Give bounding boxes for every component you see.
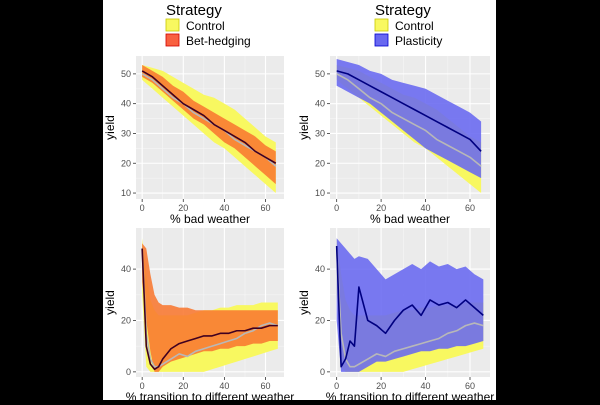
mean-line-control xyxy=(141,248,279,368)
y-axis-title: yield xyxy=(103,290,117,315)
y-tick-label: 0 xyxy=(320,367,325,377)
panel-top-right: 10 20 30 40 50 0 20 40 60 % bad weather yield xyxy=(297,56,490,226)
x-tick-label: 40 xyxy=(421,381,431,391)
figure: Strategy Control Bet-hedging Strategy Co… xyxy=(103,0,496,404)
y-tick-label: 40 xyxy=(121,264,131,274)
panel-bottom-right: 0 20 40 0 20 40 60% transition to different we… xyxy=(297,228,495,404)
legend-swatch-control xyxy=(165,18,180,32)
mean-line-control xyxy=(336,73,482,167)
y-axis-title: yield xyxy=(103,115,117,140)
mean-line-bet-hedging xyxy=(141,70,277,164)
mean-line-plasticity xyxy=(336,70,482,152)
legend-label-control: Control xyxy=(186,19,225,33)
x-tick-label: 0 xyxy=(140,203,145,213)
x-tick-label: 20 xyxy=(178,381,188,391)
legend-title: Strategy xyxy=(375,2,431,19)
legend-swatch-bet-hedging xyxy=(165,33,180,47)
y-tick-label: 40 xyxy=(121,99,131,109)
x-tick-label: 60 xyxy=(465,203,475,213)
y-tick-label: 10 xyxy=(315,188,325,198)
x-tick-label: 20 xyxy=(178,203,188,213)
legend-title: Strategy xyxy=(166,2,222,19)
x-tick-label: 40 xyxy=(219,203,229,213)
ribbon-bet-hedging xyxy=(142,243,278,372)
y-axis-title: yield xyxy=(297,290,311,315)
ribbon-plasticity xyxy=(336,58,482,179)
y-tick-label: 30 xyxy=(315,128,325,138)
x-tick-label: 0 xyxy=(140,381,145,391)
legend-top-right: Strategy Control Plasticity xyxy=(374,2,442,48)
y-tick-label: 20 xyxy=(121,158,131,168)
x-tick-label: 20 xyxy=(376,381,386,391)
legend-label-plasticity: Plasticity xyxy=(395,34,442,48)
x-tick-label: 60 xyxy=(260,381,270,391)
y-tick-label: 10 xyxy=(121,188,131,198)
plot-area xyxy=(336,58,482,194)
legend-label-control: Control xyxy=(395,19,434,33)
legend-swatch-plasticity xyxy=(374,33,389,47)
x-tick-label: 60 xyxy=(260,203,270,213)
y-tick-label: 0 xyxy=(126,367,131,377)
x-axis-title: % bad weather xyxy=(170,212,250,226)
y-tick-label: 50 xyxy=(121,69,131,79)
mean-line-plasticity xyxy=(335,245,484,368)
legend-label-bet-hedging: Bet-hedging xyxy=(186,34,251,48)
x-tick-label: 40 xyxy=(421,203,431,213)
ribbon-bet-hedging xyxy=(142,64,276,185)
y-tick-label: 50 xyxy=(315,69,325,79)
y-tick-label: 30 xyxy=(121,128,131,138)
y-axis-title: yield xyxy=(297,115,311,140)
y-tick-label: 20 xyxy=(121,315,131,325)
y-tick-label: 40 xyxy=(315,264,325,274)
panel-top-left: 10 20 30 40 50 0 20 40 60 % bad weather yield xyxy=(103,56,284,226)
ribbon-plasticity xyxy=(336,238,484,372)
x-tick-label: 40 xyxy=(219,381,229,391)
x-tick-label: 20 xyxy=(376,203,386,213)
x-tick-label: 60 xyxy=(465,381,475,391)
panel-bottom-left: 0 20 40 0 20 40 60% transition to different we… xyxy=(103,228,295,404)
legend-top-left: Strategy Control Bet-hedging xyxy=(165,2,251,48)
plot-area xyxy=(141,64,277,194)
plot-area xyxy=(141,238,279,372)
x-axis-title: % transition to different weather xyxy=(126,390,295,400)
plot-area xyxy=(335,238,484,372)
mean-line-bet-hedging xyxy=(141,248,278,371)
mean-line-control xyxy=(335,248,484,368)
x-tick-label: 0 xyxy=(334,381,339,391)
legend-swatch-control xyxy=(374,18,389,32)
x-axis-title: % bad weather xyxy=(370,212,450,226)
figure-svg: Strategy Control Bet-hedging Strategy Co… xyxy=(103,2,495,404)
y-tick-label: 40 xyxy=(315,99,325,109)
x-tick-label: 0 xyxy=(334,203,339,213)
y-tick-label: 20 xyxy=(315,158,325,168)
y-tick-label: 20 xyxy=(315,315,325,325)
x-axis-title: % transition to different weather xyxy=(326,390,495,400)
